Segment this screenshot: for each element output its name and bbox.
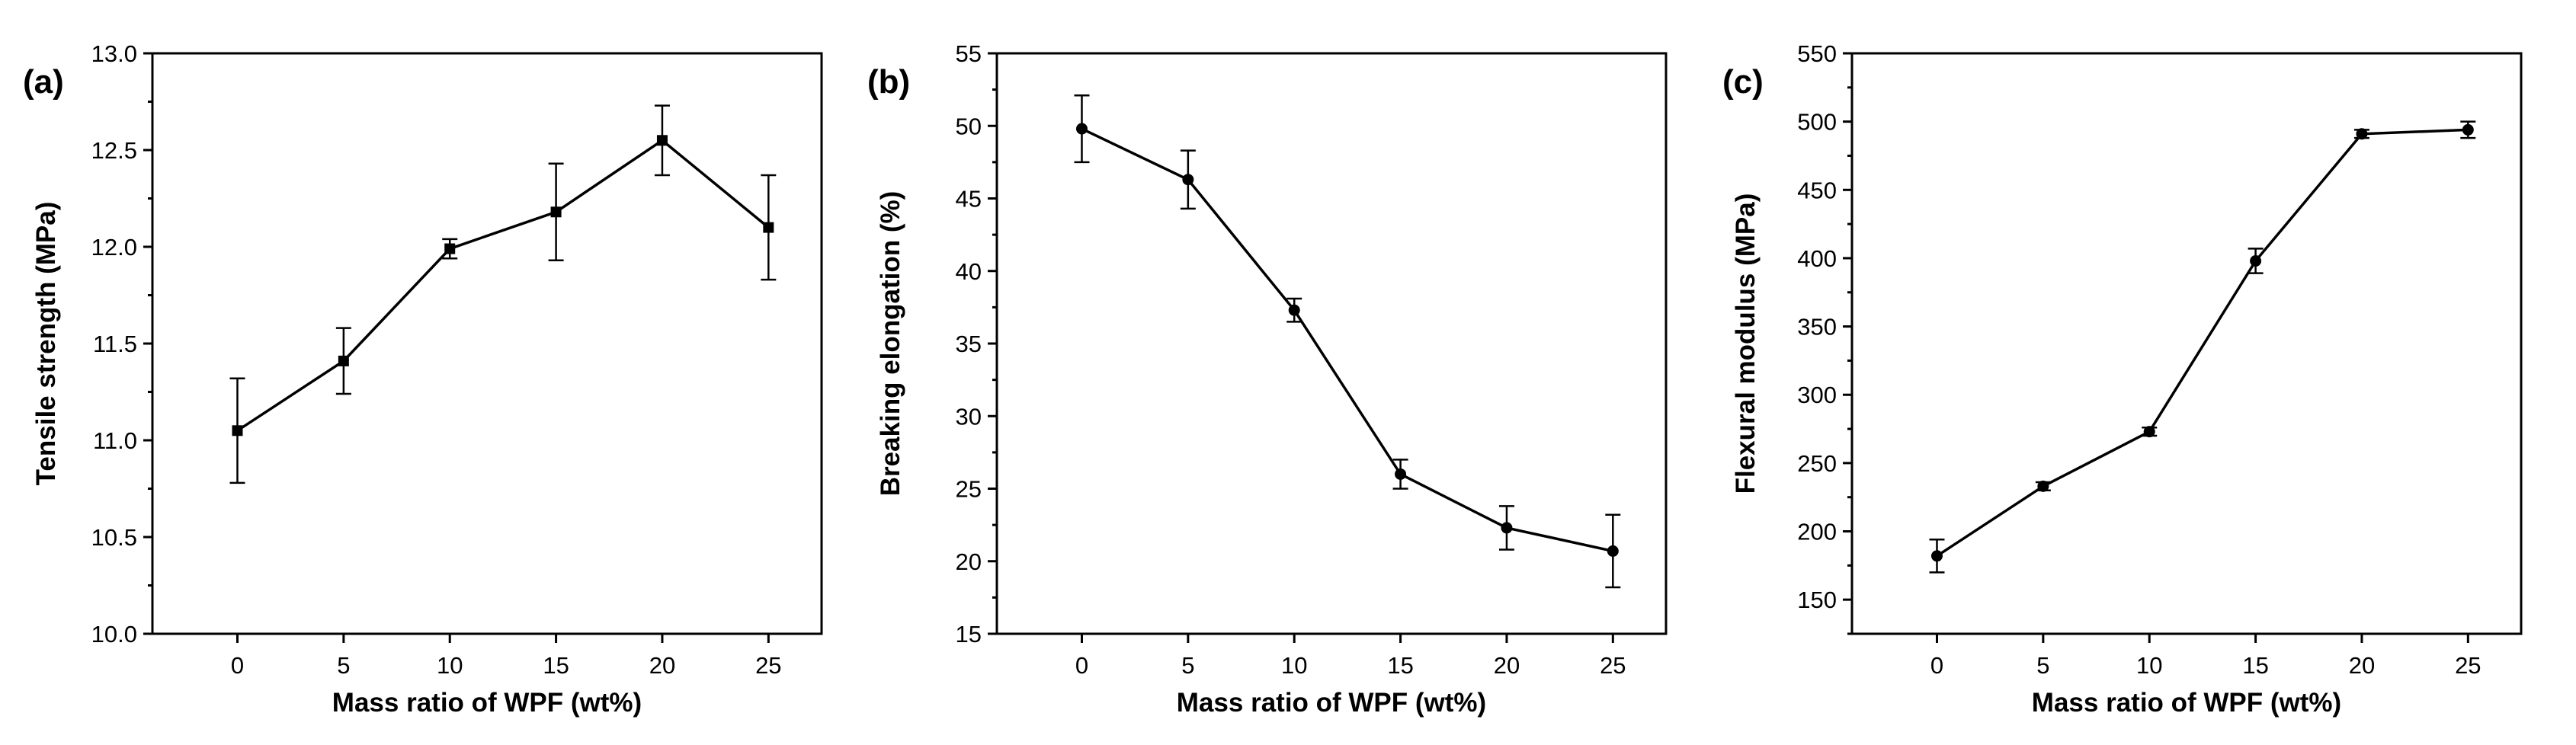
panel-b-panel-label: (b) [867,63,910,101]
panel-c-x-tick-label: 0 [1930,652,1943,679]
panel-a-y-tick-label: 11.0 [93,427,137,454]
panel-a-series-line [236,139,770,432]
panel-a-y-tick-label: 12.5 [91,137,137,164]
panel-a-data-point [232,425,243,436]
panel-c-x-tick-label: 15 [2242,652,2268,679]
panel-a-x-tick-label: 15 [543,652,569,679]
panel-c-data-point [2143,426,2155,438]
panel-a-data-point [338,355,349,366]
panel-a-x-tick-label: 20 [649,652,675,679]
panel-b-x-tick-label: 20 [1494,652,1520,679]
panel-c-series-line [1936,128,2469,558]
panel-c-y-tick-label: 200 [1797,519,1837,545]
panel-c: (c) 0 5 10 15 20 25 150 200 250 300 350 400 450 500 550… [1722,40,2523,718]
panel-b-y-tick-label: 35 [956,331,982,357]
panel-b-y-tick-label: 20 [956,548,982,575]
panel-c-y-tick-label: 250 [1797,450,1837,477]
panel-b-x-tick-label: 0 [1075,652,1088,679]
panel-b-y-axis-title: Breaking elongation (%) [876,191,905,497]
panel-a-y-tick-label: 10.5 [91,524,137,551]
panel-c-panel-label: (c) [1722,63,1764,101]
panel-b-data-point [1607,545,1619,557]
panel-c-y-tick-label: 400 [1797,245,1837,272]
panel-b-y-tick-label: 55 [956,40,982,67]
panel-c-plot-frame [1850,52,2523,635]
panel-b-x-tick-label: 10 [1281,652,1307,679]
panel-b-data-point [1075,123,1088,135]
panel-b-y-tick-label: 30 [956,403,982,430]
panel-c-x-tick-label: 20 [2349,652,2375,679]
panel-b-data-point [1395,468,1407,480]
panel-c-data-point [1930,550,1943,562]
panel-c-y-tick-label: 350 [1797,314,1837,341]
panel-a-y-tick-label: 11.5 [93,331,137,357]
panel-b: (b) 0 5 10 15 20 25 15 20 25 30 35 40 45 50 55 Mass rati… [867,40,1668,718]
panel-b-y-tick-label: 25 [956,476,982,503]
panel-b-plot-frame [995,52,1668,635]
panel-b-y-tick-label: 45 [956,186,982,213]
panel-a-y-tick-label: 12.0 [91,234,137,261]
panel-b-y-tick-label: 15 [956,621,982,647]
panel-b-data-point [1501,522,1513,534]
panel-a-data-point [656,135,668,146]
panel-b-x-axis-title: Mass ratio of WPF (wt%) [1177,688,1486,718]
panel-b-x-tick-label: 25 [1600,652,1626,679]
panel-c-data-point [2037,480,2049,492]
panel-b-x-tick-label: 5 [1181,652,1194,679]
panel-a-panel-label: (a) [23,63,64,101]
panel-c-y-tick-label: 450 [1797,177,1837,203]
panel-a-data-point [550,206,562,218]
panel-c-y-tick-label: 300 [1797,382,1837,408]
panel-a-y-tick-label: 10.0 [91,621,137,647]
panel-a-y-tick-label: 13.0 [91,40,137,67]
panel-b-series-line [1081,127,1613,553]
panel-c-x-tick-label: 5 [2036,652,2049,679]
panel-c-y-tick-label: 550 [1797,40,1837,67]
panel-c-data-point [2250,255,2262,267]
panel-c-x-axis-title: Mass ratio of WPF (wt%) [2032,688,2341,718]
panel-a-x-tick-label: 25 [755,652,781,679]
panel-b-data-point [1182,174,1194,186]
panel-b-y-tick-label: 50 [956,113,982,139]
panel-c-x-tick-label: 25 [2455,652,2481,679]
panel-c-x-tick-label: 10 [2136,652,2162,679]
panel-a-x-axis-title: Mass ratio of WPF (wt%) [332,688,642,718]
panel-b-data-point [1288,304,1300,316]
panel-a: (a) 0 5 10 15 20 25 10.0 10.5 11.0 11.5 12.0 12.5 13.… [23,40,823,718]
panel-c-y-axis-title: Flexural modulus (MPa) [1731,193,1761,494]
panel-a-y-axis-title: Tensile strength (MPa) [31,202,61,486]
panel-b-x-tick-label: 15 [1387,652,1413,679]
panel-a-plot-frame [151,52,823,635]
panel-c-data-point [2356,128,2368,140]
panel-c-y-tick-label: 500 [1797,109,1837,136]
panel-b-y-tick-label: 40 [956,258,982,285]
panel-a-x-tick-label: 0 [231,652,244,679]
panel-a-data-point [444,243,456,254]
panel-a-data-point [763,222,774,233]
panel-a-x-tick-label: 5 [337,652,350,679]
panel-c-y-tick-label: 150 [1797,587,1837,613]
panel-c-data-point [2462,123,2474,136]
panel-a-x-tick-label: 10 [437,652,463,679]
